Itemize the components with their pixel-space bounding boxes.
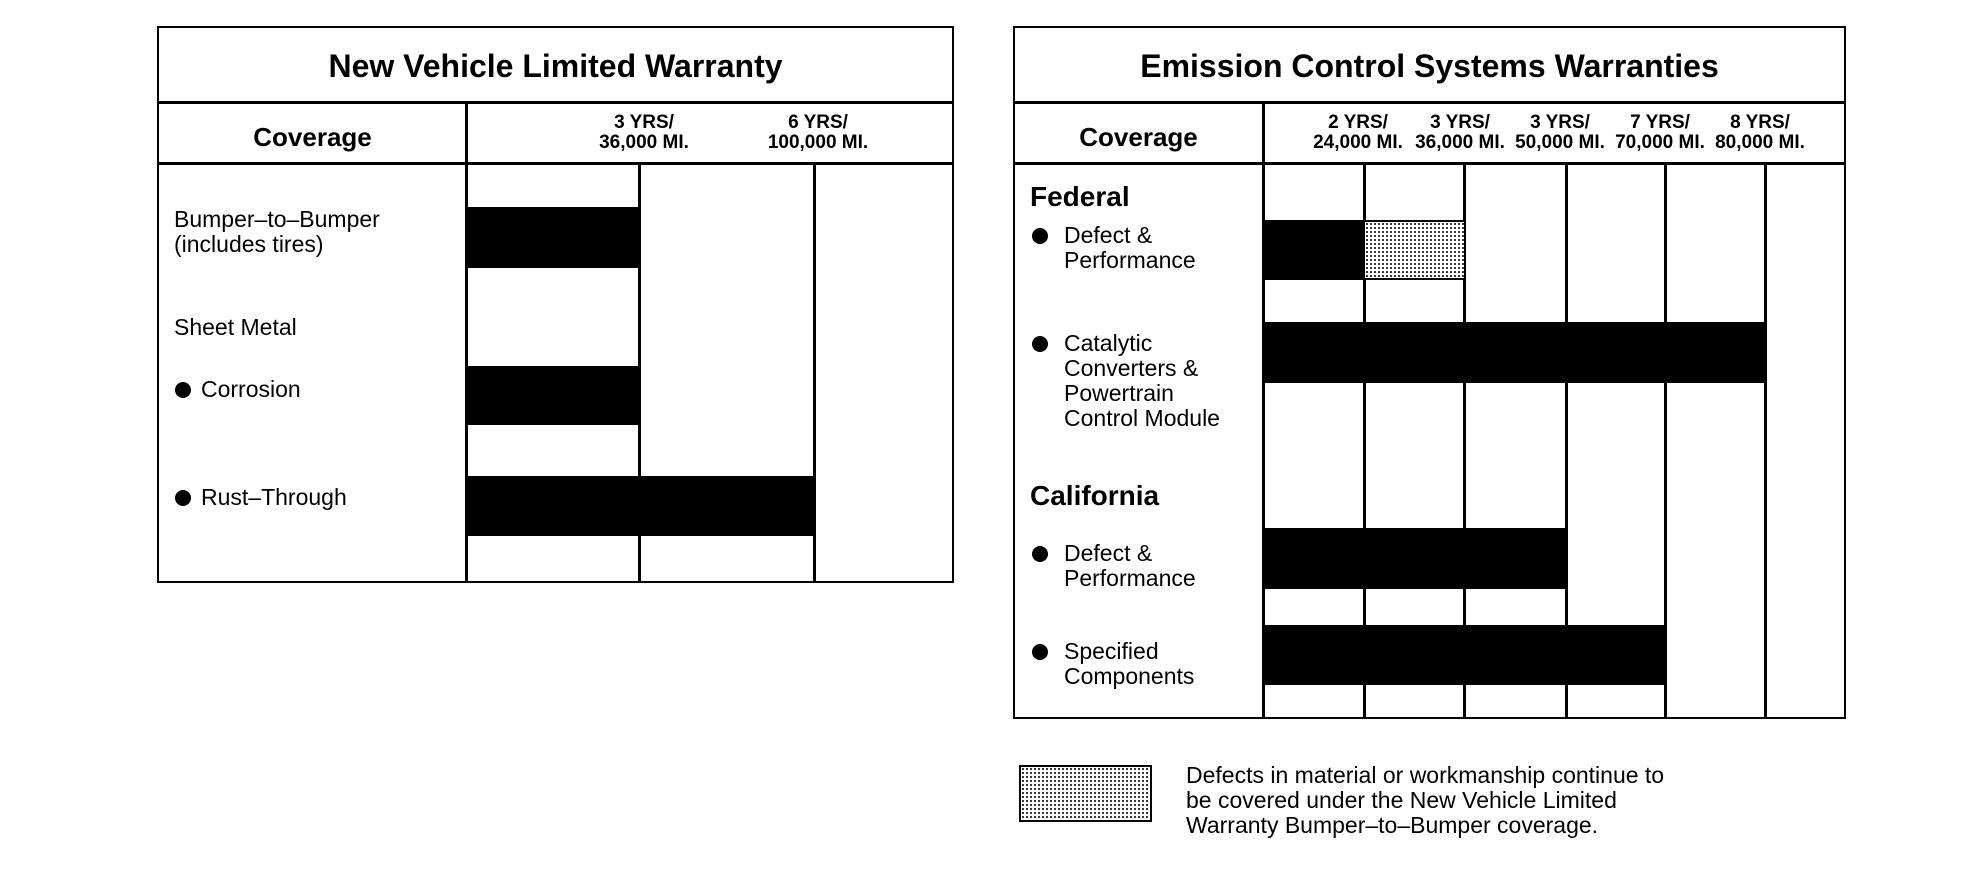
row-label-rust-through: Rust–Through: [201, 484, 347, 510]
ecs-gridline-8yr-80k: [1764, 162, 1767, 717]
row-label-bumper-to-bumper: Bumper–to–Bumper (includes tires): [174, 206, 380, 257]
row-label-fed-defect: Defect & Performance: [1064, 222, 1196, 273]
bar-fed-defect-extended: [1363, 220, 1466, 280]
bar-cal-specified: [1263, 625, 1666, 685]
ecs-tick-8yr-80k: 8 YRS/ 80,000 MI.: [1715, 112, 1805, 153]
row-label-fed-catalytic: Catalytic Converters & Powertrain Contro…: [1064, 330, 1220, 431]
bar-fed-catalytic: [1263, 322, 1766, 383]
ecs-coverage-header: Coverage: [1079, 122, 1198, 152]
row-label-cal-defect: Defect & Performance: [1064, 540, 1196, 591]
ecs-coverage-divider: [1262, 101, 1265, 717]
bar-rust-through: [466, 476, 815, 536]
legend-text: Defects in material or workmanship conti…: [1186, 762, 1665, 838]
section-california: California: [1030, 480, 1160, 511]
row-label-sheet-metal: Sheet Metal: [174, 314, 297, 340]
nvlw-divider-title: [157, 101, 954, 104]
nvlw-coverage-header: Coverage: [253, 122, 372, 152]
ecs-gridline-3yr-50k: [1565, 162, 1568, 717]
nvlw-coverage-divider: [465, 101, 468, 581]
ecs-title: Emission Control Systems Warranties: [1140, 48, 1719, 84]
ecs-tick-7yr-70k: 7 YRS/ 70,000 MI.: [1615, 112, 1705, 153]
ecs-tick-3yr-36k: 3 YRS/ 36,000 MI.: [1415, 112, 1505, 153]
bar-cal-defect: [1263, 528, 1567, 589]
ecs-divider-title: [1013, 101, 1846, 104]
nvlw-tick-6yr: 6 YRS/ 100,000 MI.: [767, 112, 869, 153]
bullet-corrosion: [175, 382, 191, 398]
section-federal: Federal: [1030, 181, 1130, 212]
legend-swatch-extended-coverage: [1019, 765, 1152, 822]
ecs-gridline-2yr-24k: [1363, 162, 1366, 717]
row-label-corrosion: Corrosion: [201, 376, 301, 402]
bar-fed-defect: [1263, 220, 1365, 280]
ecs-divider-header: [1013, 162, 1846, 165]
ecs-tick-3yr-50k: 3 YRS/ 50,000 MI.: [1515, 112, 1605, 153]
bullet-fed-catalytic: [1032, 336, 1048, 352]
ecs-gridline-3yr-36k: [1463, 162, 1466, 717]
bullet-fed-defect: [1032, 228, 1048, 244]
bar-bumper-to-bumper: [466, 207, 640, 268]
row-label-cal-specified: Specified Components: [1064, 638, 1195, 689]
nvlw-divider-header: [157, 162, 954, 165]
bullet-rust-through: [175, 490, 191, 506]
bullet-cal-defect: [1032, 546, 1048, 562]
bullet-cal-specified: [1032, 644, 1048, 660]
ecs-tick-2yr-24k: 2 YRS/ 24,000 MI.: [1313, 112, 1403, 153]
ecs-gridline-7yr-70k: [1664, 162, 1667, 717]
nvlw-title: New Vehicle Limited Warranty: [328, 48, 783, 84]
nvlw-tick-3yr: 3 YRS/ 36,000 MI.: [599, 112, 689, 153]
bar-corrosion: [466, 366, 640, 425]
nvlw-gridline-6yr: [813, 162, 816, 581]
